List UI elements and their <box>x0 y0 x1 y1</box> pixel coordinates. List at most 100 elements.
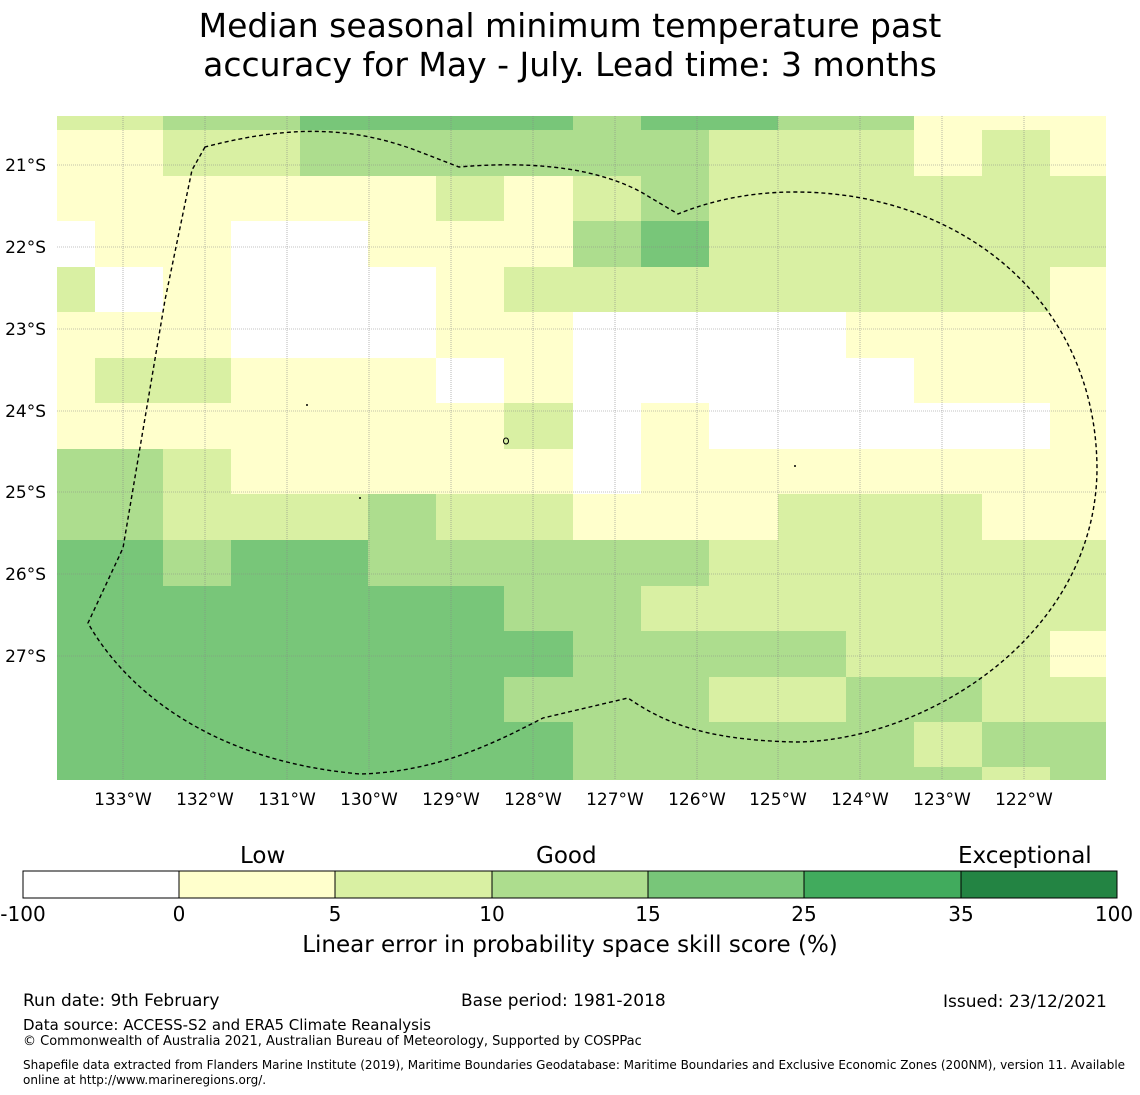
skill-cell <box>573 176 641 221</box>
skill-cell <box>436 358 504 403</box>
skill-cell <box>163 267 231 312</box>
skill-cell <box>846 312 1106 358</box>
latitude-label: 22°S <box>5 238 46 258</box>
skill-cell <box>709 677 846 722</box>
colorbar-segment <box>960 870 1118 899</box>
skill-cell <box>163 116 300 130</box>
skill-cell <box>573 494 778 540</box>
skill-cell <box>163 494 368 540</box>
skill-cell <box>368 540 709 586</box>
skill-cell <box>436 494 573 540</box>
skill-cell <box>1050 631 1106 677</box>
longitude-label: 124°W <box>831 790 889 810</box>
skill-cell <box>573 449 641 494</box>
issued-date: Issued: 23/12/2021 <box>943 992 1107 1012</box>
island-marker <box>306 404 308 406</box>
skill-cell <box>57 403 504 449</box>
colorbar-tick: 35 <box>948 902 974 926</box>
colorbar-tick: 100 <box>1094 902 1134 926</box>
skill-cell <box>57 722 573 767</box>
skill-cell <box>641 586 1106 631</box>
skill-cell <box>436 267 504 312</box>
graticule <box>57 116 1106 780</box>
skill-cell <box>231 540 368 586</box>
skill-cell <box>982 494 1106 540</box>
skill-cell <box>231 267 436 312</box>
island-marker <box>359 497 361 499</box>
colorbar-tick: -100 <box>0 902 46 926</box>
skill-cell <box>1050 130 1106 176</box>
colorbar-segment <box>178 870 336 899</box>
skill-cell <box>504 403 573 449</box>
skill-cell <box>231 312 436 358</box>
latitude-label: 24°S <box>5 402 46 422</box>
skill-cell <box>982 722 1106 767</box>
colorbar-segment <box>803 870 962 899</box>
skill-cell <box>57 176 436 221</box>
colorbar-tick: 5 <box>328 902 342 926</box>
colorbar-tick: 15 <box>635 902 661 926</box>
colorbar <box>22 870 1118 899</box>
skill-cell <box>57 449 163 494</box>
skill-cell <box>436 176 504 221</box>
skill-cell <box>57 130 163 176</box>
longitude-label: 133°W <box>94 790 152 810</box>
colorbar-segment <box>491 870 649 899</box>
skill-cell <box>231 221 368 267</box>
skill-cell <box>709 540 1106 586</box>
skill-cell <box>914 130 982 176</box>
skill-cell <box>846 677 982 722</box>
skill-cell <box>57 494 163 540</box>
skill-cell <box>368 494 436 540</box>
map-title: Median seasonal minimum temperature past… <box>0 6 1140 84</box>
longitude-label: 129°W <box>422 790 480 810</box>
data-source: Data source: ACCESS-S2 and ERA5 Climate … <box>23 1016 431 1034</box>
skill-cell <box>709 130 914 176</box>
longitude-label: 123°W <box>913 790 971 810</box>
skill-cell <box>504 358 573 403</box>
island-marker <box>794 465 796 467</box>
longitude-label: 126°W <box>668 790 726 810</box>
skill-cell <box>1050 403 1106 449</box>
skill-cell <box>368 221 573 267</box>
skill-cell <box>436 312 573 358</box>
latitude-labels: 21°S 22°S 23°S 24°S 25°S 26°S 27°S <box>5 156 46 667</box>
skill-cell <box>641 221 709 267</box>
longitude-label: 132°W <box>176 790 234 810</box>
skill-cell <box>573 767 982 780</box>
skill-cell <box>57 540 163 586</box>
skill-cell <box>1050 767 1106 780</box>
skill-cell <box>163 130 300 176</box>
skill-cell <box>57 267 95 312</box>
skill-cell <box>709 403 1050 449</box>
skill-cell <box>231 358 436 403</box>
base-period: Base period: 1981-2018 <box>461 991 666 1011</box>
skill-cell <box>573 312 846 358</box>
skill-cell <box>573 358 914 403</box>
longitude-label: 122°W <box>995 790 1053 810</box>
skill-cell <box>641 449 1106 494</box>
colorbar-label-good: Good <box>536 843 597 869</box>
skill-cell <box>641 176 709 221</box>
skill-cell <box>95 267 163 312</box>
run-date: Run date: 9th February <box>23 991 220 1011</box>
skill-cell <box>57 586 504 631</box>
island-marker <box>503 437 509 445</box>
colorbar-label-exceptional: Exceptional <box>958 843 1092 869</box>
skill-cell <box>300 130 709 176</box>
skill-cell <box>982 130 1050 176</box>
skill-cell <box>709 221 1106 267</box>
title-line-2: accuracy for May - July. Lead time: 3 mo… <box>203 45 937 84</box>
longitude-labels: 133°W 132°W 131°W 130°W 129°W 128°W 127°W 126°W… <box>94 790 1053 810</box>
colorbar-tick: 25 <box>791 902 817 926</box>
skill-cell <box>504 677 709 722</box>
skill-cell <box>95 221 231 267</box>
skill-cell <box>778 116 914 130</box>
longitude-label: 125°W <box>749 790 807 810</box>
skill-cell <box>573 631 846 677</box>
skill-cell <box>163 449 231 494</box>
skill-cell <box>300 116 573 130</box>
latitude-label: 27°S <box>5 647 46 667</box>
skill-cell <box>914 722 982 767</box>
